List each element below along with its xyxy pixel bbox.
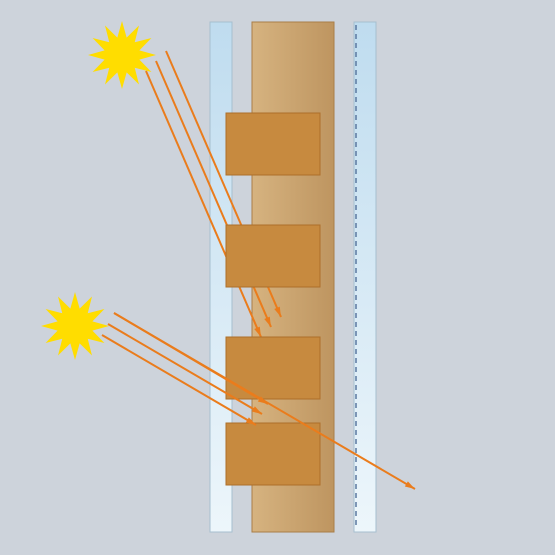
slat (226, 225, 320, 287)
slat (226, 113, 320, 175)
slat (226, 423, 320, 485)
solar-shading-diagram (0, 0, 555, 555)
slat (226, 337, 320, 399)
